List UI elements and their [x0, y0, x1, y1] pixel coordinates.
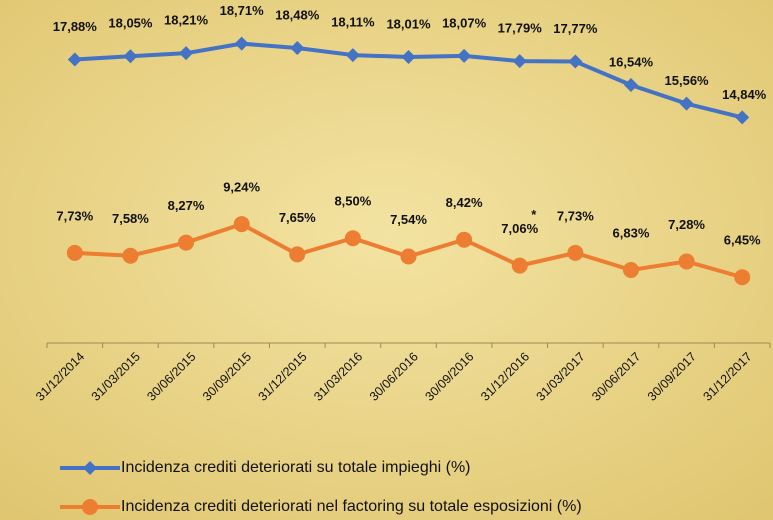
data-label: 17,77%: [553, 21, 598, 36]
data-label: 7,65%: [279, 210, 316, 225]
marker: [735, 110, 750, 125]
data-label: 18,11%: [331, 15, 375, 30]
data-label: 9,24%: [223, 180, 260, 195]
data-label: 6,45%: [724, 233, 761, 248]
marker: [678, 253, 695, 270]
data-label: 17,79%: [498, 21, 543, 36]
data-label: 7,06%: [501, 221, 538, 236]
marker: [623, 77, 638, 92]
data-label: 7,73%: [56, 208, 93, 223]
marker: [456, 231, 473, 248]
data-label: 8,27%: [168, 198, 205, 213]
data-label: 14,84%: [722, 87, 767, 102]
legend-marker: [82, 499, 98, 515]
marker: [400, 248, 417, 265]
marker: [123, 49, 138, 64]
data-label: 8,50%: [334, 194, 371, 209]
data-label: 18,48%: [275, 7, 320, 22]
marker: [67, 52, 82, 67]
marker: [66, 244, 83, 261]
data-label: 17,88%: [53, 19, 98, 34]
data-label: 18,05%: [108, 16, 153, 31]
marker: [622, 262, 639, 279]
data-label: 18,01%: [386, 16, 431, 31]
data-label: 18,07%: [442, 15, 487, 30]
marker: [122, 247, 139, 264]
data-label: 18,71%: [220, 3, 265, 18]
marker: [457, 48, 472, 63]
marker: [512, 54, 527, 69]
marker: [679, 96, 694, 111]
marker: [567, 244, 584, 261]
data-label: 7,73%: [557, 208, 594, 223]
legend-label: Incidenza crediti deteriorati nel factor…: [121, 498, 582, 515]
data-label: 7,58%: [112, 211, 149, 226]
marker: [734, 269, 751, 286]
marker: [290, 41, 305, 56]
data-label: 18,21%: [164, 13, 209, 28]
marker: [178, 234, 195, 251]
marker: [234, 36, 249, 51]
marker: [179, 46, 194, 61]
data-label: 6,83%: [613, 225, 650, 240]
data-label: 7,28%: [668, 217, 705, 232]
legend-marker: [83, 461, 97, 475]
marker: [568, 54, 583, 69]
data-label: 8,42%: [446, 195, 483, 210]
marker: [345, 48, 360, 63]
marker: [511, 257, 528, 274]
data-label: 7,54%: [390, 212, 427, 227]
annotation: *: [531, 207, 537, 222]
marker: [401, 49, 416, 64]
marker: [233, 216, 250, 233]
legend-label: Incidenza crediti deteriorati su totale …: [121, 459, 471, 476]
data-label: 15,56%: [665, 73, 710, 88]
data-label: 16,54%: [609, 54, 654, 69]
marker: [289, 246, 306, 263]
marker: [344, 230, 361, 247]
